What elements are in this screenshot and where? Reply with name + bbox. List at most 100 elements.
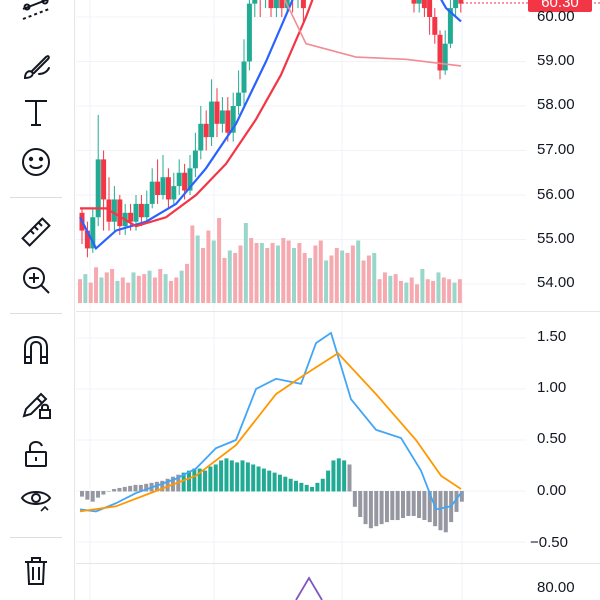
volume-bar bbox=[104, 272, 109, 303]
chart-canvas[interactable] bbox=[76, 0, 600, 600]
volume-bar bbox=[158, 269, 163, 303]
macd-histogram-bar bbox=[417, 491, 422, 519]
candle-body bbox=[90, 217, 96, 249]
candle-body bbox=[138, 203, 144, 218]
lock-all-tool[interactable] bbox=[14, 433, 58, 473]
macd-histogram-bar bbox=[197, 468, 202, 492]
candle-body bbox=[225, 110, 231, 133]
trend-line-tool[interactable] bbox=[14, 0, 58, 32]
macd-histogram-bar bbox=[192, 468, 197, 492]
volume-bar bbox=[147, 270, 152, 303]
macd-histogram-bar bbox=[299, 482, 304, 492]
candle-body bbox=[182, 172, 188, 191]
text-tool[interactable] bbox=[14, 92, 58, 132]
volume-bar bbox=[415, 284, 420, 303]
volume-bar bbox=[249, 238, 254, 303]
macd-histogram-bar bbox=[96, 491, 101, 498]
candle-body bbox=[421, 0, 427, 9]
unlock-icon bbox=[25, 441, 47, 467]
magnet-tool[interactable] bbox=[14, 330, 58, 370]
macd-histogram-bar bbox=[208, 466, 213, 492]
ma-fast-line bbox=[440, 0, 462, 23]
pane-separator[interactable] bbox=[76, 563, 600, 564]
macd-histogram-bar bbox=[336, 458, 341, 492]
macd-histogram-bar bbox=[294, 480, 298, 492]
measure-tool[interactable] bbox=[14, 212, 58, 252]
toolbar-separator bbox=[10, 313, 62, 314]
volume-bar bbox=[275, 245, 280, 303]
macd-histogram-bar bbox=[395, 491, 400, 521]
candle-body bbox=[95, 159, 101, 218]
macd-histogram-bar bbox=[122, 486, 127, 492]
macd-histogram-bar bbox=[406, 491, 411, 516]
volume-bar bbox=[126, 282, 131, 303]
candle-body bbox=[411, 0, 417, 4]
volume-bar bbox=[356, 240, 361, 303]
macd-histogram-bar bbox=[90, 491, 95, 502]
macd-histogram-bar bbox=[352, 491, 357, 507]
macd-histogram-bar bbox=[347, 464, 352, 492]
macd-histogram-bar bbox=[229, 460, 234, 492]
macd-histogram-bar bbox=[320, 478, 325, 492]
brush-tool[interactable] bbox=[14, 47, 58, 87]
volume-bar bbox=[334, 248, 339, 303]
macd-histogram-bar bbox=[101, 491, 106, 495]
candle-body bbox=[187, 168, 193, 191]
macd-histogram-bar bbox=[138, 484, 143, 492]
pane-separator[interactable] bbox=[76, 311, 600, 312]
toolbar-separator bbox=[10, 197, 62, 198]
candle-body bbox=[300, 0, 306, 9]
volume-bar bbox=[281, 238, 286, 303]
volume-bar bbox=[420, 269, 425, 303]
volume-bar bbox=[318, 240, 323, 303]
volume-bar bbox=[136, 275, 141, 303]
volume-bar bbox=[152, 277, 157, 303]
macd-tick-label: 0.00 bbox=[537, 482, 567, 499]
volume-bar bbox=[211, 240, 216, 303]
candle-body bbox=[268, 0, 274, 9]
macd-histogram-bar bbox=[251, 464, 256, 492]
rsi-tick-label: 80.00 bbox=[537, 579, 575, 596]
candle-body bbox=[176, 172, 182, 187]
volume-bar bbox=[270, 243, 275, 303]
macd-histogram-bar bbox=[358, 491, 363, 517]
volume-bar bbox=[83, 274, 88, 303]
brush-icon bbox=[23, 55, 50, 80]
volume-bar bbox=[168, 280, 173, 303]
volume-bar bbox=[361, 260, 366, 303]
price-tick-label: 57.00 bbox=[537, 141, 575, 158]
candle-body bbox=[149, 181, 155, 204]
remove-tool[interactable] bbox=[14, 551, 58, 591]
macd-histogram-bar bbox=[154, 481, 159, 492]
candle-body bbox=[84, 230, 90, 249]
volume-bar bbox=[217, 218, 222, 303]
volume-bar bbox=[447, 279, 452, 303]
price-tick-label: 56.00 bbox=[537, 186, 575, 203]
macd-histogram-bar bbox=[438, 491, 443, 531]
trash-icon bbox=[25, 557, 47, 585]
macd-histogram-bar bbox=[117, 487, 122, 492]
ruler-icon bbox=[21, 217, 51, 247]
volume-bar bbox=[243, 223, 248, 303]
macd-histogram-bar bbox=[128, 485, 133, 492]
candle-body bbox=[279, 0, 285, 9]
candle-body bbox=[111, 199, 117, 222]
candle-body bbox=[427, 0, 433, 17]
lock-drawing-tool[interactable] bbox=[14, 384, 58, 424]
volume-bar bbox=[131, 272, 136, 303]
zoom-tool[interactable] bbox=[14, 260, 58, 300]
zoom-in-icon bbox=[23, 267, 50, 294]
candle-body bbox=[432, 17, 438, 35]
candle-body bbox=[214, 101, 220, 124]
volume-bar bbox=[452, 282, 457, 303]
volume-bar bbox=[201, 248, 206, 303]
signal-line bbox=[79, 352, 462, 513]
emoji-tool[interactable] bbox=[14, 142, 58, 182]
macd-histogram-bar bbox=[342, 460, 347, 492]
hide-tool[interactable] bbox=[14, 480, 58, 520]
candle-body bbox=[246, 3, 252, 62]
volume-bar bbox=[431, 280, 436, 303]
candle-body bbox=[453, 0, 459, 9]
macd-histogram-bar bbox=[277, 474, 282, 492]
trend-line-icon bbox=[22, 0, 50, 20]
